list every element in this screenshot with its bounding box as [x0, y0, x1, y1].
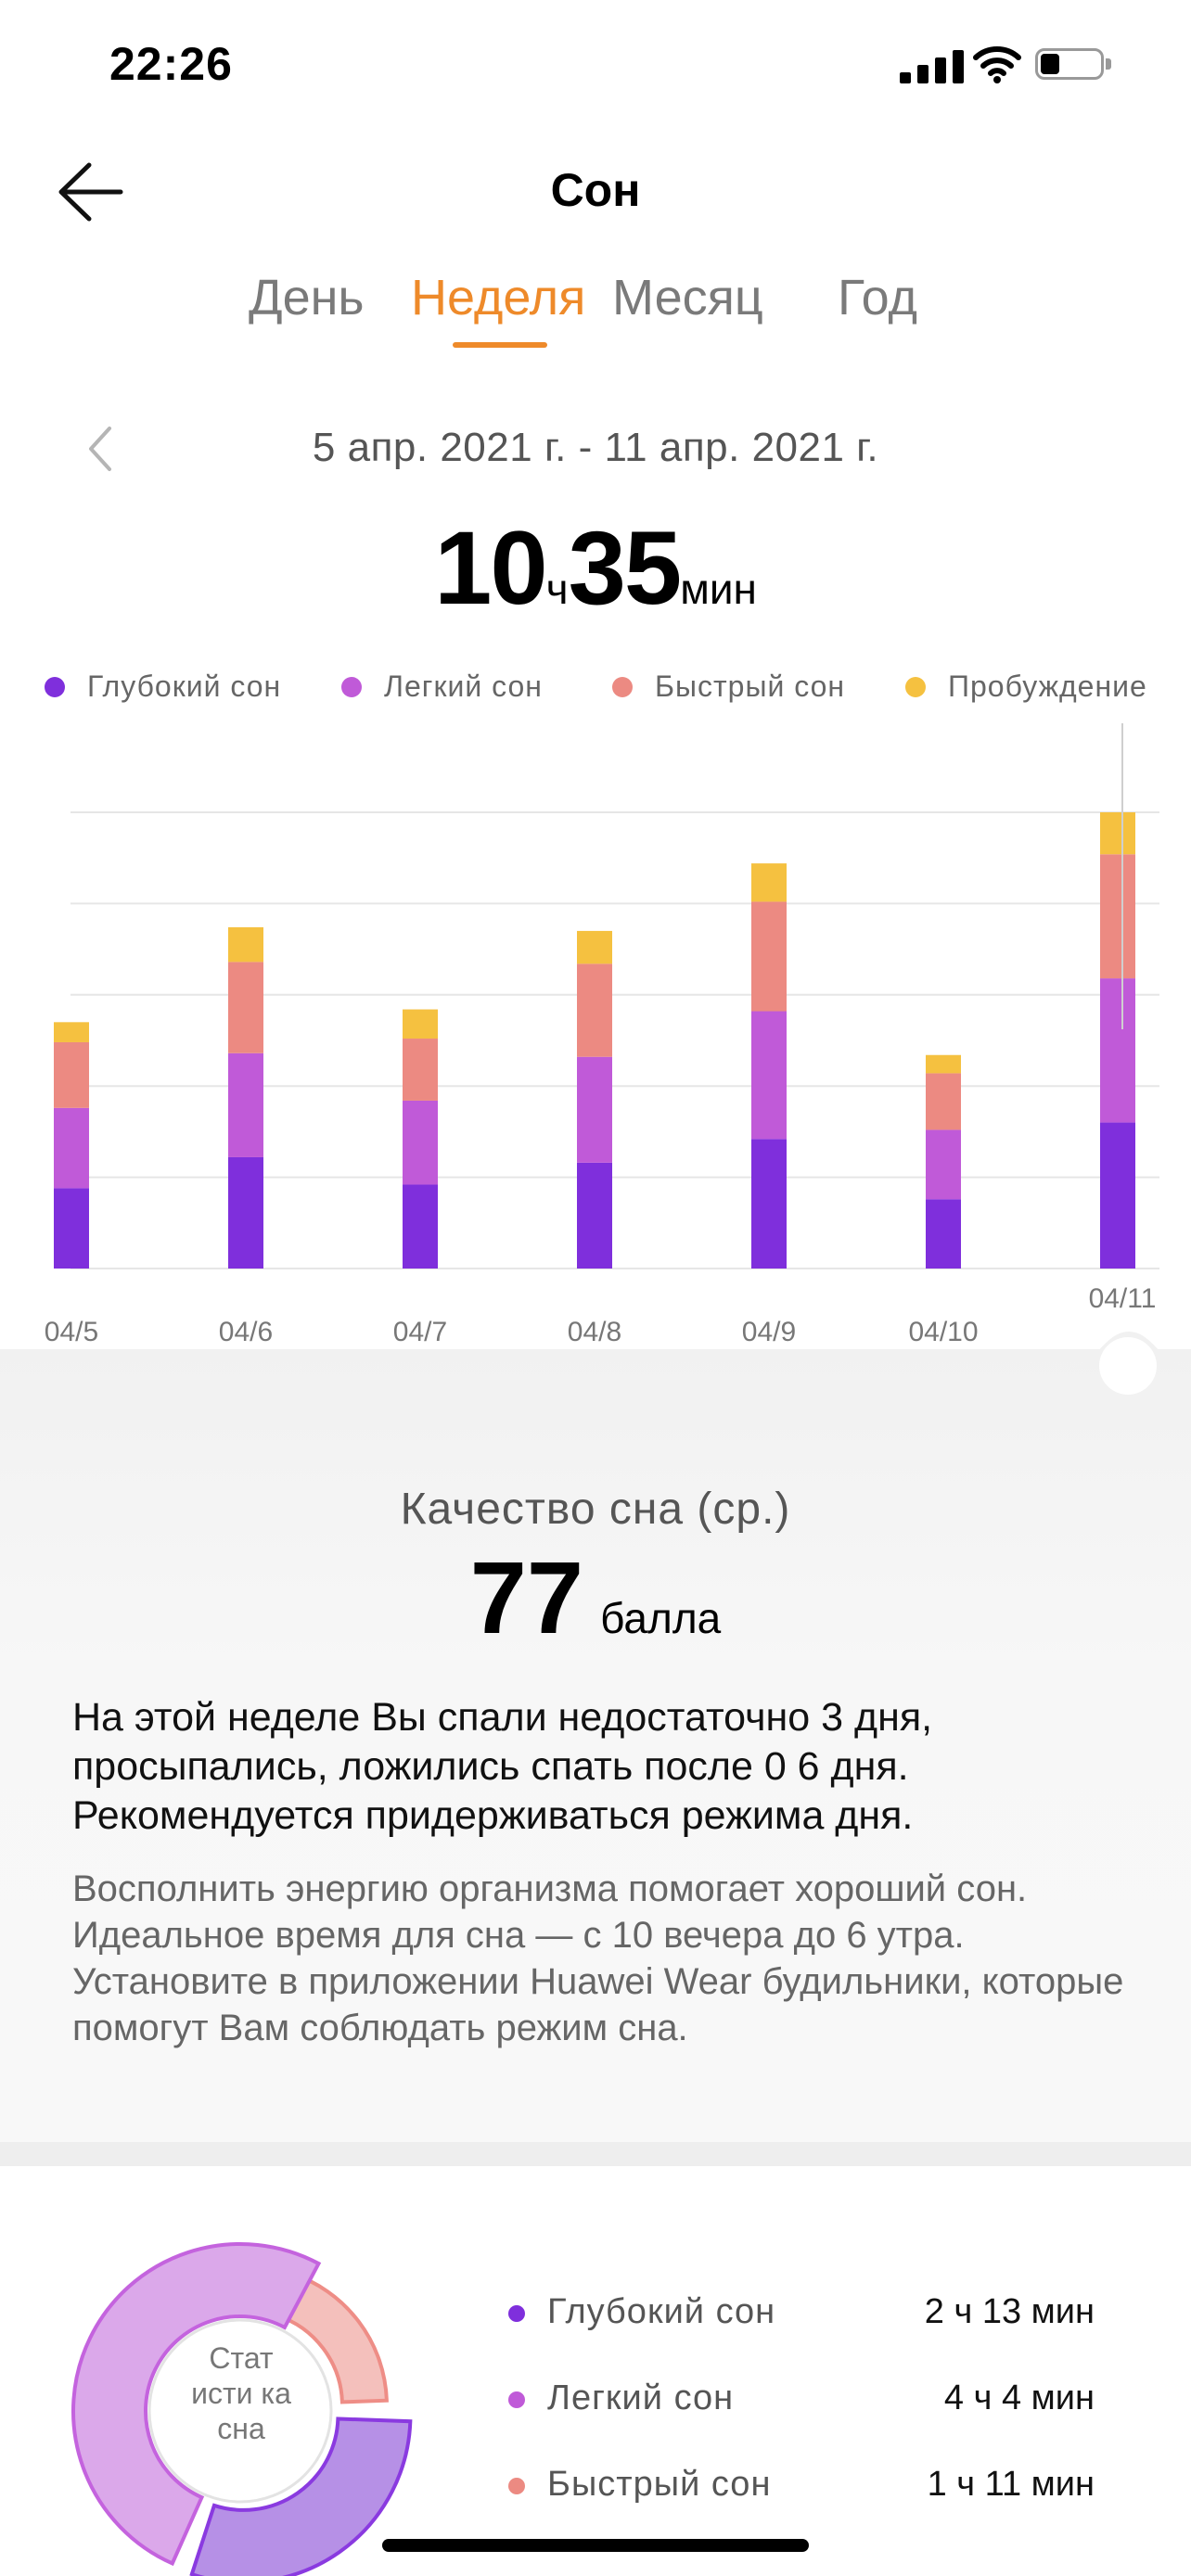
bar-segment-04-8[interactable]	[577, 930, 612, 964]
bar-segment-04-6[interactable]	[228, 1156, 263, 1269]
legend-awake: Пробуждение	[905, 670, 1147, 704]
stat-label: Глубокий сон	[547, 2292, 776, 2331]
legend-dot-icon	[341, 676, 362, 697]
tab-month[interactable]: Месяц	[612, 270, 763, 325]
legend-light-sleep: Легкий сон	[341, 670, 543, 704]
back-arrow-icon[interactable]	[56, 159, 126, 224]
bar-segment-04-7[interactable]	[403, 1009, 438, 1039]
stat-row-rem-sleep: Быстрый сон 1 ч 11 мин	[0, 2465, 1191, 2511]
sleep-quality-score: 77 балла	[0, 1539, 1191, 1657]
bar-segment-04-9[interactable]	[751, 901, 787, 1012]
period-tabs: День Неделя Месяц Год	[0, 269, 1191, 348]
sleep-quality-section	[0, 1349, 1191, 2142]
donut-segment[interactable]	[71, 2242, 322, 2567]
hours-unit: ч	[545, 565, 569, 613]
chart-selector-knob[interactable]	[1099, 1337, 1157, 1395]
wifi-icon	[973, 46, 1021, 83]
stat-label: Легкий сон	[547, 2378, 735, 2417]
status-time: 22:26	[109, 38, 233, 90]
bar-segment-04-8[interactable]	[577, 1162, 612, 1269]
quality-score-value: 77	[469, 1541, 584, 1655]
deep-sleep-dot-icon	[508, 2305, 525, 2322]
cellular-signal-icon	[900, 48, 965, 83]
weekly-sleep-chart[interactable]: 04/5 04/6 04/7 04/8 04/9 04/10 04/11	[0, 705, 1191, 1354]
sleep-quality-label: Качество сна (ср.)	[400, 1485, 791, 1534]
x-tick-label: 04/7	[393, 1317, 447, 1347]
bar-segment-04-8[interactable]	[577, 963, 612, 1057]
x-tick-label: 04/10	[908, 1317, 978, 1347]
sleep-statistics-donut[interactable]	[59, 2235, 421, 2576]
tab-day[interactable]: День	[249, 270, 365, 325]
bar-segment-04-5[interactable]	[54, 1107, 89, 1189]
legend-label: Глубокий сон	[87, 670, 282, 703]
donut-center	[147, 2318, 333, 2504]
bar-segment-04-6[interactable]	[228, 962, 263, 1053]
legend-rem-sleep: Быстрый сон	[612, 670, 845, 704]
stat-row-deep-sleep: Глубокий сон 2 ч 13 мин	[0, 2292, 1191, 2339]
stat-value: 4 ч 4 мин	[943, 2378, 1095, 2417]
stat-row-light-sleep: Легкий сон 4 ч 4 мин	[0, 2378, 1191, 2425]
chevron-left-icon[interactable]	[82, 425, 119, 473]
bar-segment-04-6[interactable]	[228, 1052, 263, 1157]
legend-dot-icon	[612, 676, 633, 697]
x-tick-label: 04/8	[568, 1317, 621, 1347]
bar-segment-04-10[interactable]	[926, 1073, 961, 1130]
bar-segment-04-10[interactable]	[926, 1129, 961, 1200]
chart-legend: Глубокий сон Легкий сон Быстрый сон Проб…	[0, 670, 1191, 707]
bar-segment-04-10[interactable]	[926, 1054, 961, 1074]
x-tick-label: 04/11	[1089, 1283, 1157, 1314]
stat-value: 1 ч 11 мин	[927, 2465, 1095, 2504]
total-hours: 10	[434, 510, 548, 626]
donut-segment[interactable]	[189, 2417, 413, 2576]
bar-segment-04-11[interactable]	[1100, 812, 1135, 855]
bar-segment-04-10[interactable]	[926, 1199, 961, 1269]
legend-dot-icon	[45, 676, 65, 697]
bar-segment-04-11[interactable]	[1100, 978, 1135, 1123]
quality-score-unit: балла	[600, 1594, 722, 1642]
tab-week[interactable]: Неделя	[411, 270, 586, 325]
light-sleep-dot-icon	[508, 2391, 525, 2408]
stat-label: Быстрый сон	[547, 2465, 772, 2504]
battery-icon	[1035, 48, 1113, 82]
bar-segment-04-9[interactable]	[751, 1011, 787, 1140]
bar-segment-04-9[interactable]	[751, 1139, 787, 1269]
bar-segment-04-8[interactable]	[577, 1056, 612, 1163]
x-tick-label: 04/9	[742, 1317, 796, 1347]
bar-segment-04-11[interactable]	[1100, 854, 1135, 979]
donut-center-label: Стат исти ка сна	[191, 2341, 291, 2445]
rem-sleep-dot-icon	[508, 2478, 525, 2494]
bar-segment-04-9[interactable]	[751, 863, 787, 902]
weekly-summary-text: На этой неделе Вы спали недостаточно 3 д…	[72, 1695, 933, 1838]
sleep-advice-text: Восполнить энергию организма помогает хо…	[72, 1868, 1124, 2048]
bar-segment-04-5[interactable]	[54, 1022, 89, 1042]
legend-label: Быстрый сон	[655, 670, 846, 703]
active-tab-indicator	[453, 342, 547, 348]
bar-segment-04-7[interactable]	[403, 1184, 438, 1269]
page-title: Сон	[550, 164, 641, 216]
bar-segment-04-5[interactable]	[54, 1188, 89, 1269]
bar-segment-04-5[interactable]	[54, 1041, 89, 1108]
total-sleep-duration: 10ч35мин	[0, 508, 1191, 628]
x-tick-label: 04/5	[45, 1317, 98, 1347]
stat-value: 2 ч 13 мин	[924, 2292, 1095, 2331]
total-minutes: 35	[568, 510, 683, 626]
bar-segment-04-6[interactable]	[228, 926, 263, 963]
bar-segment-04-11[interactable]	[1100, 1122, 1135, 1269]
date-range: 5 апр. 2021 г. - 11 апр. 2021 г.	[312, 425, 879, 470]
bar-segment-04-7[interactable]	[403, 1100, 438, 1185]
legend-deep-sleep: Глубокий сон	[45, 670, 281, 704]
bar-segment-04-7[interactable]	[403, 1039, 438, 1101]
legend-dot-icon	[905, 676, 926, 697]
minutes-unit: мин	[680, 565, 757, 613]
tab-year[interactable]: Год	[838, 270, 917, 325]
x-tick-label: 04/6	[219, 1317, 273, 1347]
legend-label: Легкий сон	[384, 670, 543, 703]
legend-label: Пробуждение	[948, 670, 1147, 703]
donut-segment[interactable]	[274, 2270, 389, 2404]
section-divider	[0, 2142, 1191, 2166]
home-indicator[interactable]	[382, 2539, 809, 2552]
